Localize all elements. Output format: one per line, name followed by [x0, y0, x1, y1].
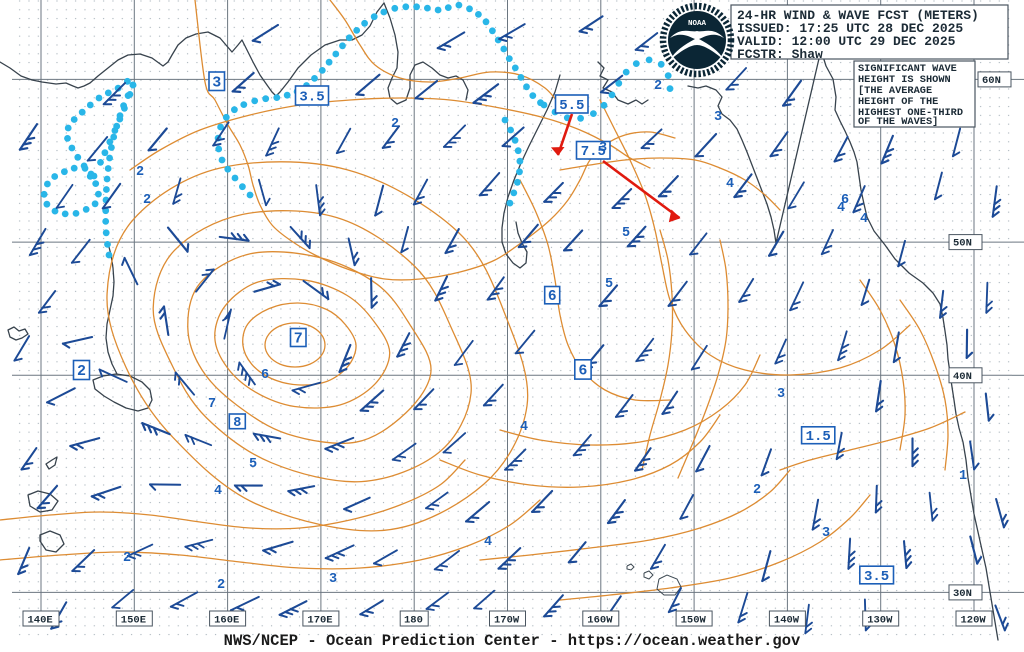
svg-text:170W: 170W	[494, 614, 520, 626]
svg-text:4: 4	[726, 177, 734, 192]
svg-text:6: 6	[261, 368, 269, 383]
svg-text:6: 6	[841, 193, 849, 208]
svg-text:2: 2	[136, 165, 144, 180]
svg-text:40N: 40N	[953, 371, 972, 383]
svg-text:4: 4	[860, 212, 868, 227]
svg-text:180: 180	[404, 614, 423, 626]
svg-text:2: 2	[391, 117, 399, 132]
svg-text:4: 4	[520, 420, 528, 435]
svg-text:5: 5	[622, 226, 630, 241]
svg-text:4: 4	[484, 535, 492, 550]
svg-text:2: 2	[123, 551, 131, 566]
svg-text:3.5: 3.5	[864, 569, 889, 585]
svg-text:140W: 140W	[774, 614, 800, 626]
svg-text:6: 6	[578, 363, 587, 380]
svg-text:3: 3	[599, 141, 607, 156]
svg-text:30N: 30N	[953, 588, 972, 600]
svg-text:150E: 150E	[121, 614, 146, 626]
svg-text:2: 2	[654, 79, 662, 94]
svg-text:50N: 50N	[953, 238, 972, 250]
svg-text:5.5: 5.5	[559, 98, 584, 114]
svg-text:7: 7	[208, 397, 216, 412]
svg-text:2: 2	[217, 578, 225, 593]
svg-text:2: 2	[143, 193, 151, 208]
svg-text:NOAA: NOAA	[688, 20, 707, 28]
svg-text:160E: 160E	[214, 614, 239, 626]
svg-text:1.5: 1.5	[806, 429, 831, 445]
svg-text:120W: 120W	[961, 614, 987, 626]
svg-text:140E: 140E	[28, 614, 53, 626]
svg-text:160W: 160W	[587, 614, 613, 626]
svg-text:6: 6	[548, 289, 557, 305]
svg-text:3: 3	[714, 110, 722, 125]
svg-text:4: 4	[214, 484, 222, 499]
svg-text:3.5: 3.5	[299, 90, 324, 106]
svg-text:170E: 170E	[307, 614, 332, 626]
svg-text:3: 3	[822, 526, 830, 541]
svg-text:7: 7	[294, 331, 303, 348]
svg-text:60N: 60N	[982, 75, 1001, 87]
svg-text:NWS/NCEP - Ocean Prediction Ce: NWS/NCEP - Ocean Prediction Center - htt…	[224, 632, 801, 650]
svg-text:150W: 150W	[681, 614, 707, 626]
svg-text:3: 3	[329, 572, 337, 587]
svg-text:5: 5	[605, 277, 613, 292]
svg-text:130W: 130W	[867, 614, 893, 626]
svg-text:8: 8	[233, 416, 241, 431]
svg-text:2: 2	[77, 363, 86, 380]
svg-text:FCSTR: Shaw: FCSTR: Shaw	[737, 47, 823, 62]
svg-text:3: 3	[777, 387, 785, 402]
svg-text:2: 2	[753, 483, 761, 498]
svg-text:1: 1	[959, 469, 967, 484]
svg-text:OF THE WAVES]: OF THE WAVES]	[858, 116, 938, 128]
svg-text:3: 3	[212, 75, 221, 92]
svg-text:5: 5	[249, 457, 257, 472]
